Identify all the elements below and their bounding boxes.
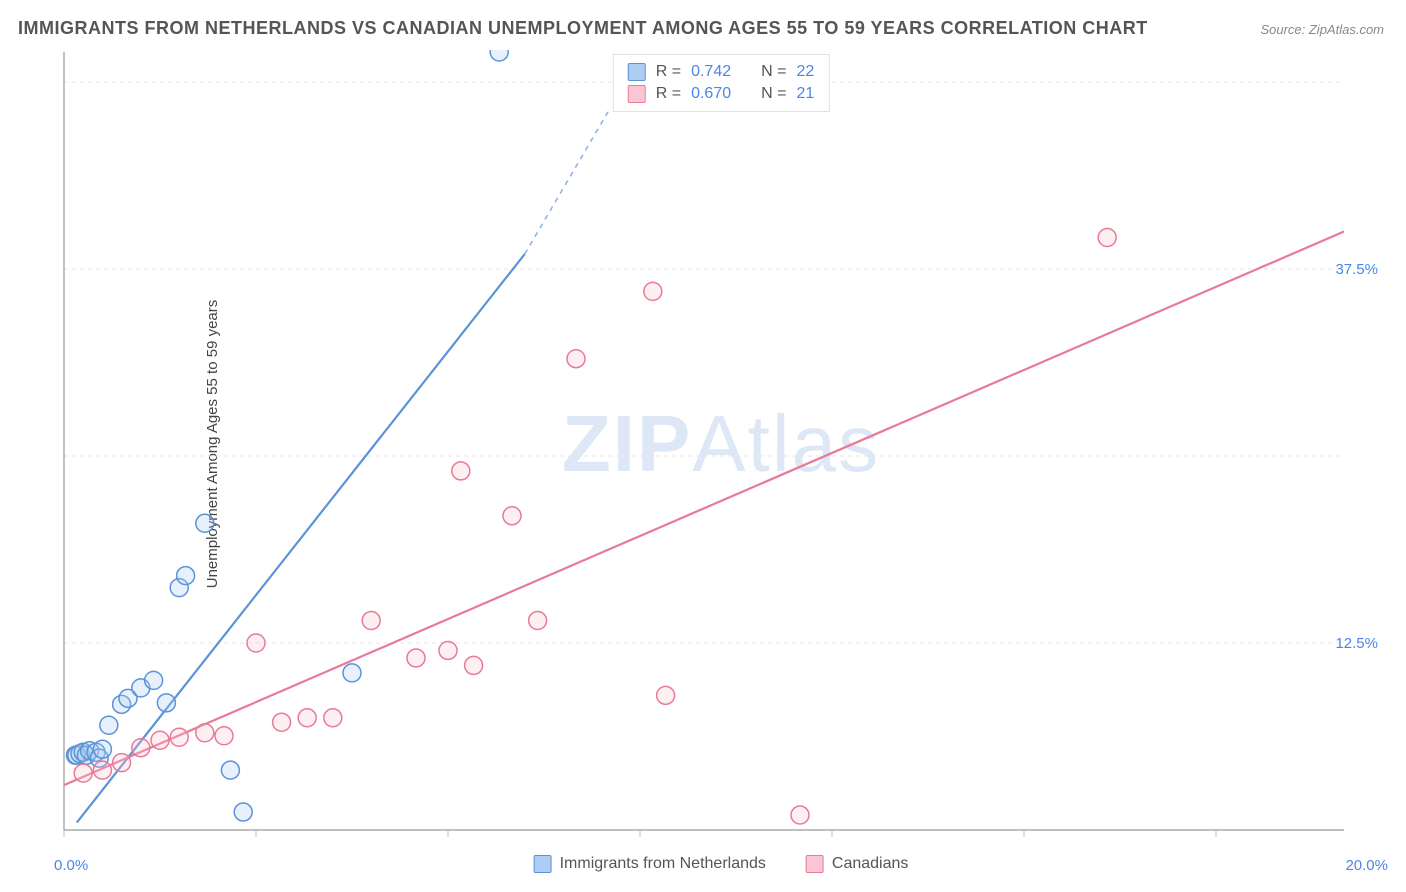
legend-item-1: Immigrants from Netherlands (534, 855, 766, 873)
legend-row-series-1: R = 0.742 N = 22 (628, 61, 815, 83)
n-label: N = (761, 85, 786, 103)
legend-bottom-swatch-1 (534, 855, 552, 873)
legend-swatch-series-2 (628, 85, 646, 103)
r-label: R = (656, 63, 681, 81)
r-value-series-1: 0.742 (691, 63, 731, 81)
correlation-legend: R = 0.742 N = 22 R = 0.670 N = 21 (613, 54, 830, 112)
n-value-series-2: 21 (796, 85, 814, 103)
legend-row-series-2: R = 0.670 N = 21 (628, 83, 815, 105)
svg-text:12.5%: 12.5% (1335, 635, 1378, 652)
r-label: R = (656, 85, 681, 103)
legend-swatch-series-1 (628, 63, 646, 81)
legend-item-2: Canadians (806, 855, 909, 873)
chart-container: Unemployment Among Ages 55 to 59 years Z… (58, 50, 1384, 838)
r-value-series-2: 0.670 (691, 85, 731, 103)
svg-text:37.5%: 37.5% (1335, 261, 1378, 278)
legend-bottom-label-2: Canadians (832, 855, 909, 873)
legend-bottom-swatch-2 (806, 855, 824, 873)
legend-bottom-label-1: Immigrants from Netherlands (560, 855, 766, 873)
source-attribution: Source: ZipAtlas.com (1260, 22, 1384, 37)
n-value-series-1: 22 (796, 63, 814, 81)
chart-svg: 12.5% 37.5% (58, 50, 1384, 838)
n-label: N = (761, 63, 786, 81)
x-axis-max-label: 20.0% (1345, 857, 1388, 874)
x-axis-min-label: 0.0% (54, 857, 88, 874)
series-legend: Immigrants from Netherlands Canadians (534, 855, 909, 873)
chart-title: IMMIGRANTS FROM NETHERLANDS VS CANADIAN … (18, 18, 1148, 39)
